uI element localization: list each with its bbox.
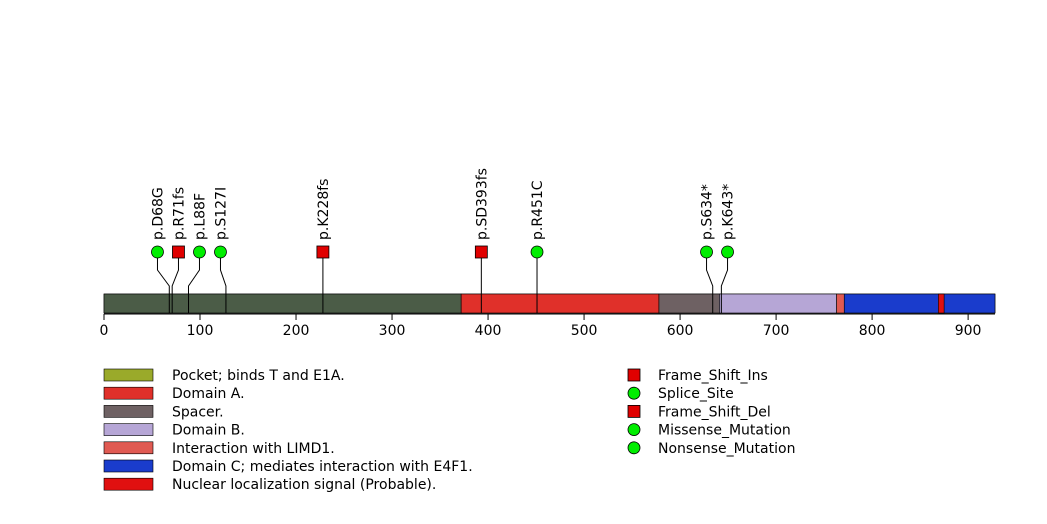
mutation-marker xyxy=(214,245,227,259)
tick-label: 600 xyxy=(667,323,694,339)
mutation-label: p.R451C xyxy=(530,180,546,240)
domain-legend-swatch xyxy=(103,386,154,400)
tick-label: 0 xyxy=(100,323,109,339)
mutation-type-label: Frame_Shift_Del xyxy=(658,404,771,420)
mutation-type-label: Splice_Site xyxy=(658,386,734,402)
domain-legend-label: Interaction with LIMD1. xyxy=(172,441,335,457)
mutation-label: p.SD393fs xyxy=(474,168,490,240)
domain-legend-swatch xyxy=(103,477,154,491)
mutation-marker xyxy=(172,245,185,259)
mutation-marker xyxy=(721,245,734,259)
tick-label: 700 xyxy=(763,323,790,339)
domain-block xyxy=(836,293,845,314)
mutation-label: p.D68G xyxy=(150,187,166,240)
domain-legend-label: Spacer. xyxy=(172,404,224,420)
domain-legend-label: Domain C; mediates interaction with E4F1… xyxy=(172,459,473,475)
mutation-type-label: Frame_Shift_Ins xyxy=(658,368,768,384)
mutation-type-swatch xyxy=(627,423,641,437)
domain-block xyxy=(460,293,660,314)
tick-label: 400 xyxy=(475,323,502,339)
tick-label: 500 xyxy=(571,323,598,339)
tick-label: 300 xyxy=(379,323,406,339)
mutation-label: p.S127I xyxy=(213,187,229,240)
mutation-label: p.R71fs xyxy=(171,187,187,240)
mutation-label: p.L88F xyxy=(192,193,208,240)
mutation-type-swatch xyxy=(627,368,641,382)
mutation-label: p.K643* xyxy=(721,184,737,240)
domain-block xyxy=(938,293,945,314)
mutation-marker xyxy=(151,245,164,259)
domain-legend-label: Nuclear localization signal (Probable). xyxy=(172,477,436,493)
mutation-type-swatch xyxy=(627,386,641,400)
mutation-type-label: Nonsense_Mutation xyxy=(658,441,795,457)
mutation-type-swatch xyxy=(627,404,641,418)
mutation-marker xyxy=(193,245,206,259)
tick-label: 900 xyxy=(955,323,982,339)
domain-block xyxy=(719,293,837,314)
mutation-label: p.S634* xyxy=(700,184,716,240)
mutation-marker xyxy=(474,245,488,259)
domain-legend-swatch xyxy=(103,459,154,473)
mutation-marker xyxy=(316,245,330,259)
mutation-markers xyxy=(151,245,734,259)
domain-legend-swatch xyxy=(103,368,154,382)
domain-legend-label: Pocket; binds T and E1A. xyxy=(172,368,345,384)
domain-legend: Pocket; binds T and E1A. Domain A. Spacer.… xyxy=(103,368,473,493)
domain-legend-label: Domain A. xyxy=(172,386,245,402)
domain-legend-swatch xyxy=(103,405,154,418)
domain-block xyxy=(843,293,996,314)
mutation-label: p.K228fs xyxy=(316,179,332,240)
domain-block xyxy=(658,293,720,314)
protein-backbone xyxy=(103,293,996,314)
tick-label: 100 xyxy=(187,323,214,339)
mutation-labels: p.D68G p.R71fs p.L88F p.S127I p.K228fs p.SD39… xyxy=(150,168,736,240)
x-axis: 0 100 200 300 400 500 600 700 800 900 xyxy=(100,313,995,339)
tick-label: 800 xyxy=(859,323,886,339)
domain-legend-swatch xyxy=(103,423,154,436)
tick-label: 200 xyxy=(283,323,310,339)
mutation-marker xyxy=(700,245,713,259)
domain-legend-swatch xyxy=(103,441,154,455)
mutation-type-label: Missense_Mutation xyxy=(658,423,791,439)
mutation-type-legend: Frame_Shift_Ins Splice_Site Frame_Shift_De… xyxy=(627,368,795,457)
domain-legend-label: Domain B. xyxy=(172,423,245,439)
mutation-marker xyxy=(530,245,544,259)
mutation-type-swatch xyxy=(627,441,641,455)
domain-block xyxy=(103,293,462,314)
